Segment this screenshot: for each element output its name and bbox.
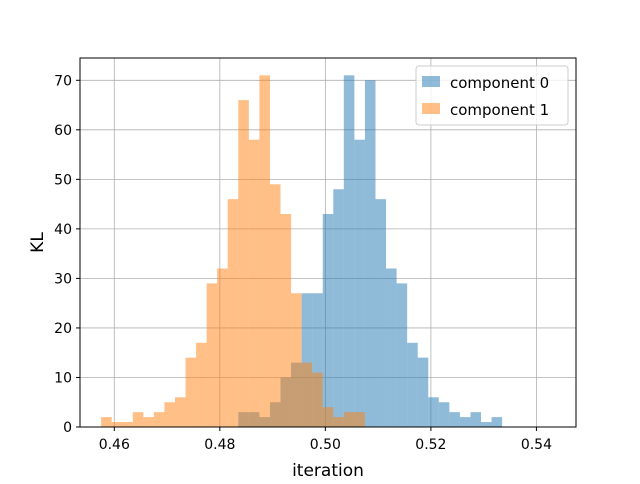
legend-swatch — [422, 103, 440, 114]
histogram-bar-series-0 — [364, 80, 376, 428]
y-tick-label: 60 — [54, 123, 72, 139]
histogram-bar-series-1 — [111, 422, 123, 427]
histogram-bar-series-1 — [164, 402, 175, 427]
y-axis-title: KL — [28, 232, 48, 253]
histogram-bar-series-1 — [248, 139, 260, 427]
histogram-bar-series-0 — [396, 283, 408, 427]
histogram-bar-series-1 — [227, 199, 239, 427]
histogram-bar-series-0 — [491, 417, 503, 427]
legend-swatch — [422, 76, 440, 87]
histogram-bar-series-1 — [291, 293, 302, 427]
histogram-bar-series-0 — [449, 412, 460, 427]
histogram-bar-series-1 — [312, 372, 323, 427]
legend-label: component 0 — [450, 74, 549, 92]
histogram-bar-series-1 — [354, 412, 365, 427]
ticks-layer: 0.46 0.48 0.50 0.52 0.54 0 10 20 30 40 50 60 70 — [54, 73, 552, 453]
histogram-bar-series-0 — [407, 342, 418, 427]
histogram-bar-series-0 — [481, 422, 492, 427]
x-tick-label: 0.54 — [521, 437, 552, 453]
y-tick-label: 10 — [54, 370, 72, 386]
histogram-bar-series-1 — [259, 75, 270, 427]
histogram-bar-series-0 — [428, 397, 439, 427]
histogram-bar-series-0 — [333, 189, 344, 427]
y-tick-label: 50 — [54, 172, 72, 188]
histogram-bar-series-0 — [386, 268, 397, 427]
x-tick-label: 0.52 — [415, 437, 446, 453]
bars-layer — [101, 75, 503, 428]
histogram-bar-series-1 — [153, 412, 165, 427]
y-tick-label: 30 — [54, 271, 72, 287]
histogram-bar-series-1 — [280, 214, 292, 427]
histogram-bar-series-1 — [301, 362, 313, 427]
histogram-bar-series-0 — [343, 75, 355, 427]
histogram-bar-series-0 — [354, 139, 365, 427]
histogram-bar-series-0 — [375, 199, 387, 427]
histogram-bar-series-1 — [143, 417, 154, 427]
histogram-bar-series-1 — [122, 422, 133, 427]
histogram-bar-series-1 — [206, 283, 218, 427]
legend-label: component 1 — [450, 101, 549, 119]
histogram-bar-series-1 — [196, 342, 207, 427]
histogram-bar-series-1 — [217, 268, 228, 427]
histogram-bar-series-0 — [312, 293, 323, 427]
plot-frame — [79, 57, 577, 428]
x-tick-label: 0.46 — [99, 437, 130, 453]
x-axis-title: iteration — [292, 461, 364, 480]
y-tick-label: 0 — [63, 420, 72, 436]
y-tick-label: 70 — [54, 73, 72, 89]
y-tick-label: 40 — [54, 222, 72, 238]
legend-box — [415, 65, 569, 126]
histogram-bar-series-0 — [470, 412, 482, 427]
histogram-bar-series-1 — [185, 357, 197, 427]
x-tick-label: 0.50 — [310, 437, 341, 453]
histogram-bar-series-1 — [238, 100, 249, 427]
histogram-bar-series-1 — [333, 417, 344, 427]
y-tick-label: 20 — [54, 321, 72, 337]
histogram-bar-series-1 — [343, 412, 355, 427]
histogram-bar-series-0 — [417, 357, 429, 427]
histogram-bar-series-0 — [459, 417, 471, 427]
x-tick-label: 0.48 — [204, 437, 235, 453]
histogram-bar-series-1 — [269, 184, 281, 427]
histogram-bar-series-1 — [132, 412, 144, 427]
legend: component 0 component 1 — [415, 65, 569, 126]
histogram-bar-series-0 — [322, 214, 334, 427]
histogram-bar-series-1 — [322, 407, 334, 427]
histogram-bar-series-0 — [301, 293, 313, 427]
histogram-bar-series-1 — [174, 397, 186, 427]
histogram-bar-series-1 — [101, 417, 112, 427]
histogram-bar-series-0 — [438, 402, 450, 427]
